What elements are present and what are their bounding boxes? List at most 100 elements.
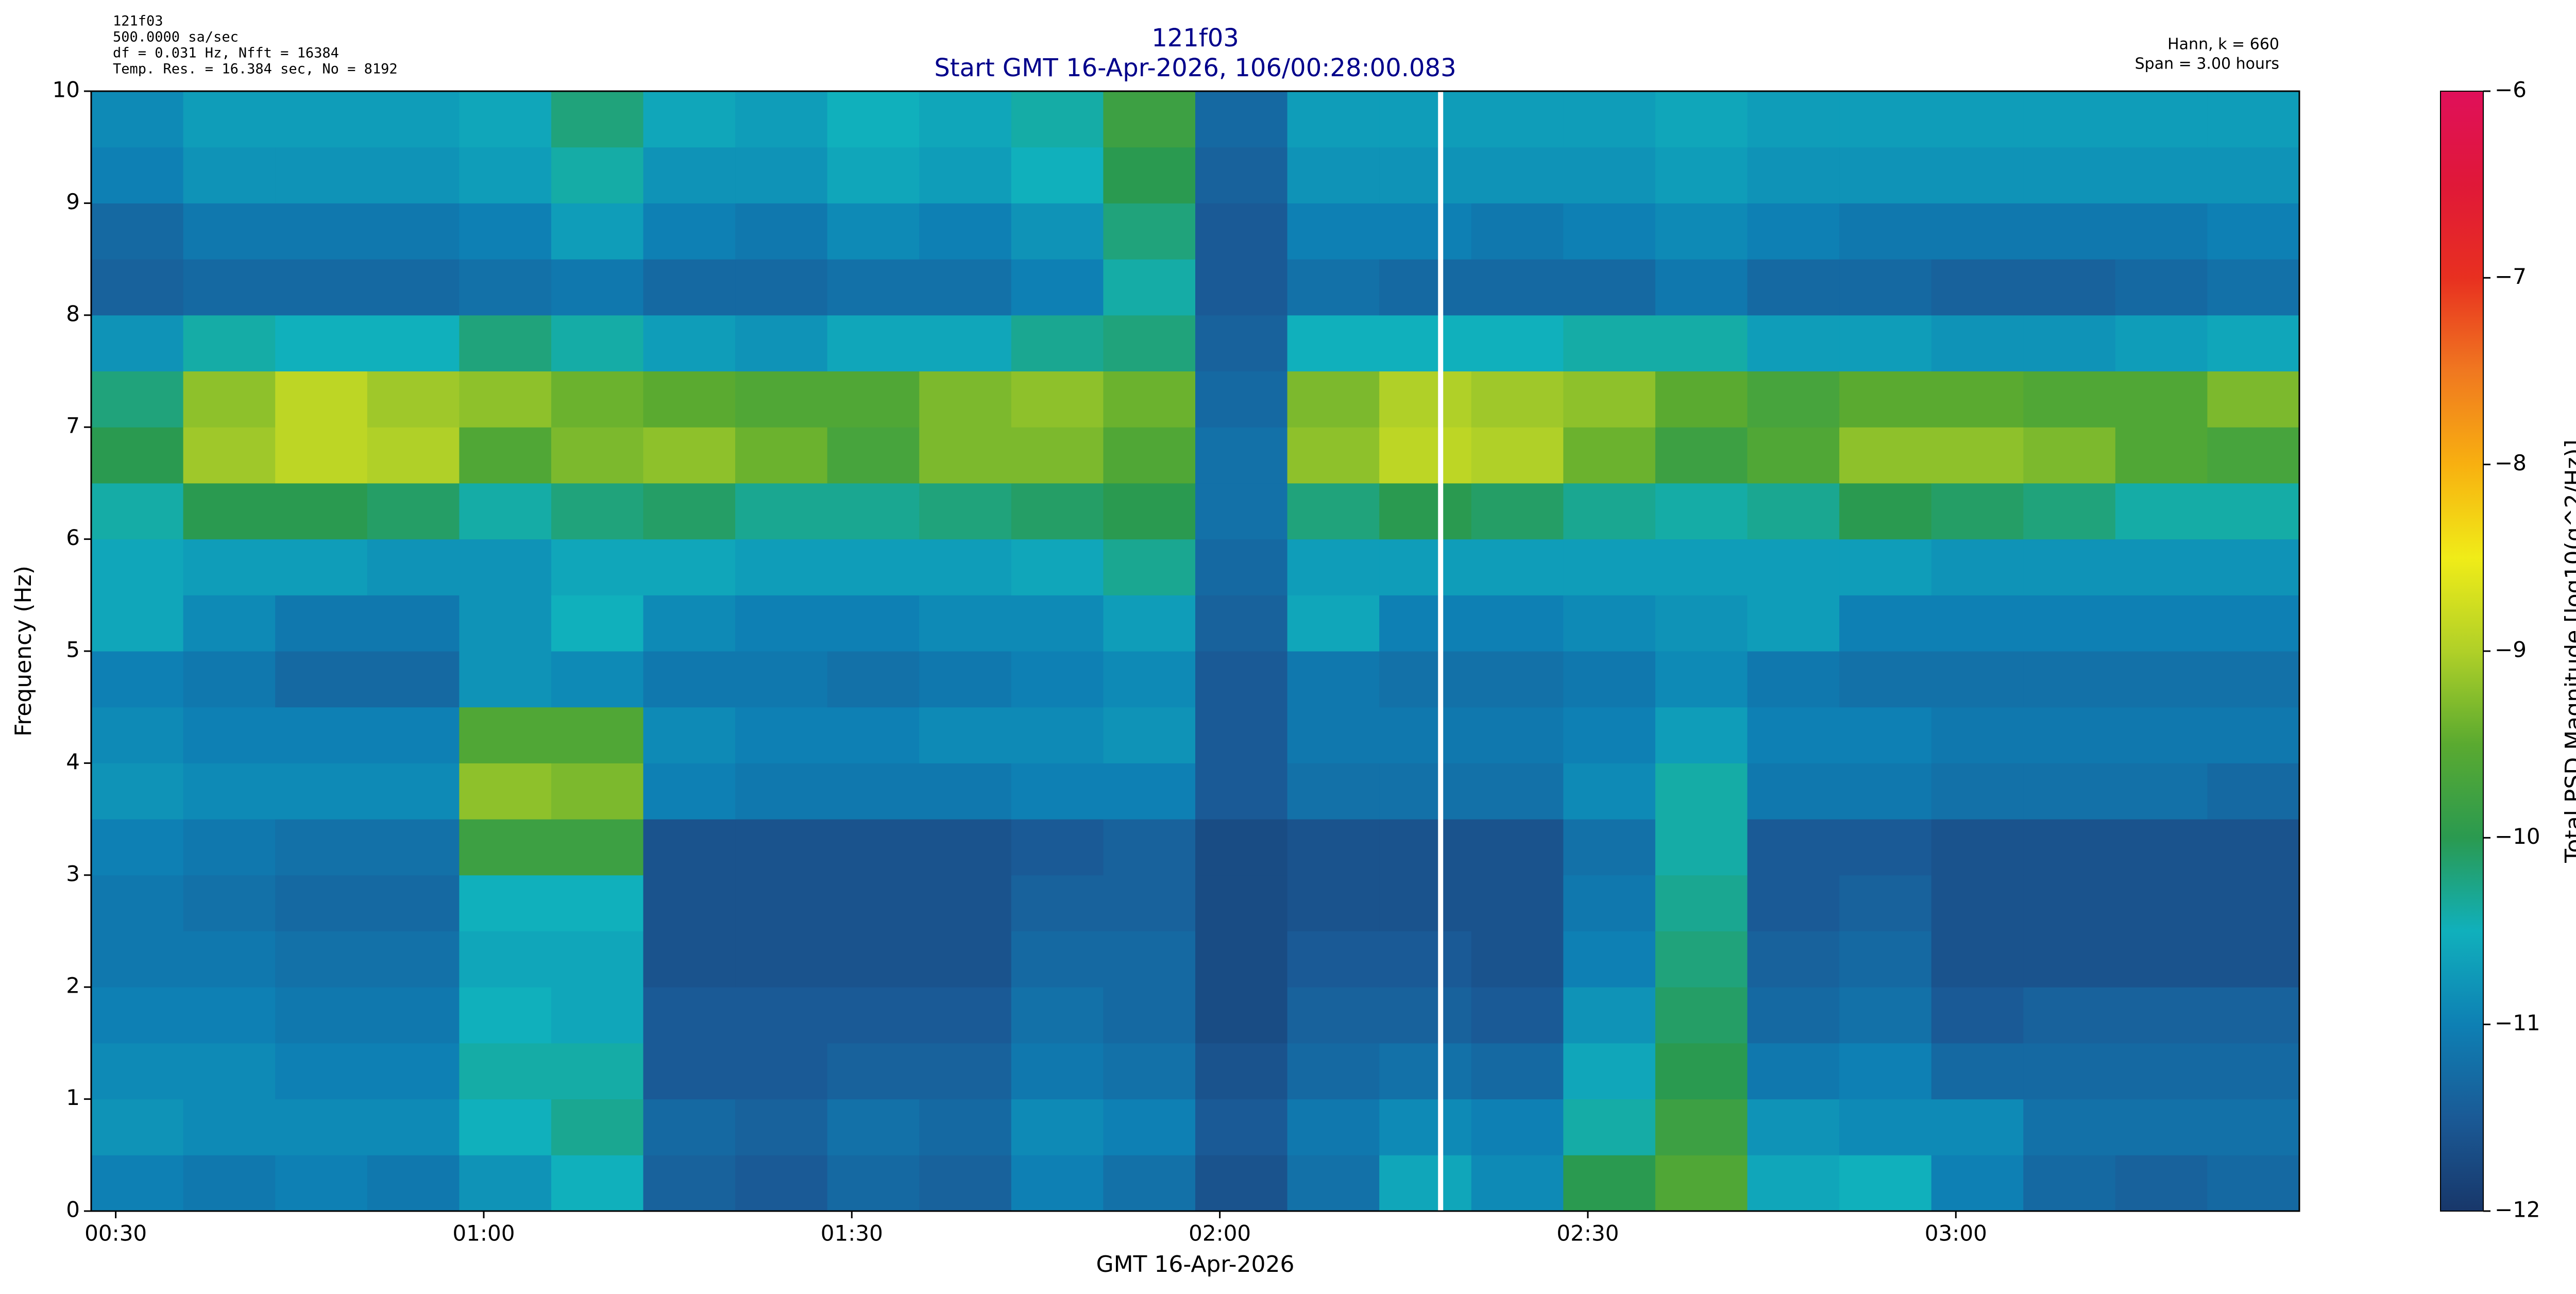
cell [2115, 203, 2208, 260]
cell [827, 371, 920, 428]
cell [91, 595, 184, 652]
cell [367, 931, 460, 987]
cell [2023, 539, 2116, 595]
cell [183, 987, 276, 1044]
cell [459, 875, 552, 931]
colorbar-label: Total PSD Magnitude [log10(g^2/Hz)] [2561, 439, 2576, 863]
cell [367, 427, 460, 484]
cell [735, 259, 828, 316]
cell [919, 315, 1012, 371]
cell [459, 987, 552, 1044]
cell [1379, 819, 1472, 876]
cell [2023, 147, 2116, 203]
cell [1011, 315, 1104, 371]
cell [2207, 651, 2300, 708]
cell [91, 1043, 184, 1100]
cell [459, 931, 552, 987]
cell [1195, 1155, 1288, 1212]
cell [1195, 539, 1288, 595]
cell [275, 539, 368, 595]
cell [1931, 203, 2024, 260]
cell [1931, 651, 2024, 708]
cell [2023, 91, 2116, 148]
cell [1103, 1043, 1196, 1100]
cell [1379, 427, 1472, 484]
cell [1563, 259, 1656, 316]
cell [551, 539, 643, 595]
cell [1471, 315, 1564, 371]
cell [2207, 987, 2300, 1044]
cell [1655, 987, 1748, 1044]
cell [183, 91, 276, 148]
cell [459, 1099, 552, 1155]
cell [1379, 595, 1472, 652]
cell [735, 203, 828, 260]
cell [1655, 1043, 1748, 1100]
cell [1563, 91, 1656, 148]
cell [2023, 1099, 2116, 1155]
cell [1931, 147, 2024, 203]
cell [1747, 371, 1840, 428]
cell [367, 315, 460, 371]
cell [2207, 483, 2300, 540]
cell [1563, 371, 1656, 428]
cell [643, 371, 736, 428]
colorbar-tick-label: −7 [2495, 264, 2527, 289]
cell [1931, 1043, 2024, 1100]
cell [1103, 1155, 1196, 1212]
cell [1931, 1099, 2024, 1155]
y-tick-label: 9 [66, 189, 80, 214]
cell [919, 539, 1012, 595]
cell [1103, 595, 1196, 652]
cell [459, 91, 552, 148]
cell [2115, 259, 2208, 316]
cell [735, 427, 828, 484]
cell [551, 819, 643, 876]
cell [2023, 1043, 2116, 1100]
cell [2023, 483, 2116, 540]
cell [827, 875, 920, 931]
cell [827, 763, 920, 820]
cell [1563, 1043, 1656, 1100]
cell [1931, 427, 2024, 484]
cell [1655, 931, 1748, 987]
cell [551, 1043, 643, 1100]
cell [1839, 875, 1932, 931]
cell [367, 483, 460, 540]
cell [827, 483, 920, 540]
cell [1103, 763, 1196, 820]
info-text: Span = 3.00 hours [2135, 55, 2279, 73]
cell [459, 259, 552, 316]
cell [91, 931, 184, 987]
cell [459, 203, 552, 260]
cell [1747, 931, 1840, 987]
cell [551, 483, 643, 540]
cell [367, 147, 460, 203]
cell [1103, 651, 1196, 708]
cell [1471, 987, 1564, 1044]
cell [1103, 819, 1196, 876]
cell [1471, 1099, 1564, 1155]
cell [1103, 483, 1196, 540]
cell [919, 707, 1012, 763]
cell [1195, 1099, 1288, 1155]
cell [91, 651, 184, 708]
cell [183, 259, 276, 316]
cell [827, 259, 920, 316]
cell [1563, 819, 1656, 876]
cell [1195, 315, 1288, 371]
cell [1747, 1155, 1840, 1212]
cell [1195, 371, 1288, 428]
cell [1747, 315, 1840, 371]
cell [1103, 259, 1196, 316]
cell [1563, 595, 1656, 652]
y-tick-label: 2 [66, 973, 80, 998]
cell [643, 427, 736, 484]
cell [2023, 875, 2116, 931]
cell [1379, 651, 1472, 708]
cell [1563, 763, 1656, 820]
cell [1471, 483, 1564, 540]
cell [1655, 315, 1748, 371]
cell [1655, 595, 1748, 652]
